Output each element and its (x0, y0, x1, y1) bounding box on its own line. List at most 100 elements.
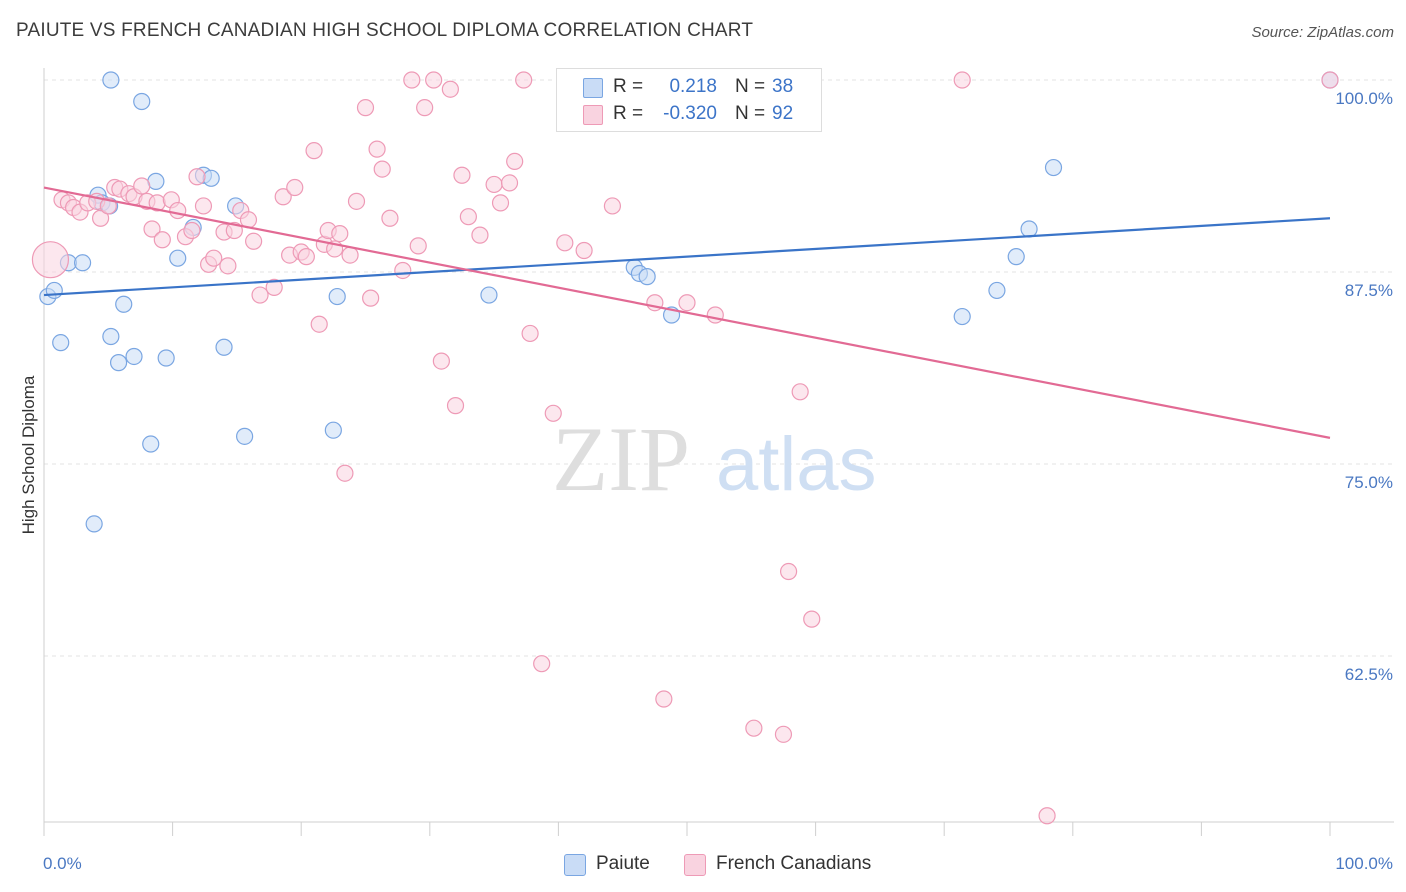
french-canadians-point (706, 306, 724, 324)
trend-lines (43, 186, 1331, 439)
watermark-zip: ZIP (552, 408, 690, 510)
paiute-point (953, 307, 971, 326)
french-canadians-point (91, 209, 110, 227)
paiute-point (236, 427, 254, 445)
french-canadians-point (183, 221, 201, 240)
paiute-point (115, 295, 133, 313)
french-canadians-point (274, 188, 292, 206)
n-label: N = (735, 103, 766, 124)
y-tick-label: 87.5% (1345, 281, 1393, 300)
paiute-point (1044, 158, 1063, 177)
french-canadians-point (310, 315, 328, 333)
french-canadians-point (459, 208, 477, 226)
french-canadians-point (347, 192, 366, 210)
french-canadians-point (471, 226, 489, 244)
french-canadians-point (521, 324, 539, 343)
french-canadians-point (403, 71, 421, 89)
axes (43, 68, 1394, 836)
french-canadians-point (678, 294, 696, 312)
y-tick-label: 75.0% (1345, 473, 1393, 492)
tick-labels: 62.5% 75.0% 87.5% 100.0% 0.0% 100.0% (43, 89, 1393, 873)
paiute-point (109, 354, 128, 372)
french-canadians-point (1038, 807, 1056, 825)
paiute-point (480, 286, 498, 304)
french-canadians-point (745, 719, 763, 737)
french-canadians-point (491, 194, 510, 212)
french-canadians-point (453, 166, 471, 184)
french-canadians-point (432, 352, 450, 370)
french-canadians-point (133, 177, 151, 195)
x-tick-label: 0.0% (43, 854, 82, 873)
french-canadians-point (336, 464, 354, 482)
paiute-point (328, 287, 346, 306)
french-canadians-point (297, 248, 315, 266)
french-canadians-point (245, 232, 263, 250)
paiute-point (202, 169, 220, 187)
french-canadians-point (655, 690, 673, 708)
y-axis-label: High School Diploma (19, 375, 38, 534)
paiute-point (102, 327, 120, 346)
french-canadians-point (791, 383, 809, 401)
y-tick-label: 100.0% (1335, 89, 1393, 108)
french-canadians-trend-line (43, 186, 1331, 439)
paiute-point (147, 172, 165, 190)
r-value: 0.218 (669, 76, 717, 97)
watermark-atlas: atlas (716, 422, 877, 507)
french-canadians-point (194, 197, 213, 215)
legend-label-french: French Canadians (716, 853, 872, 874)
n-value: 92 (772, 103, 794, 124)
paiute-point (85, 515, 103, 533)
chart-title: PAIUTE VS FRENCH CANADIAN HIGH SCHOOL DI… (16, 20, 754, 41)
french-canadians-point (153, 231, 171, 249)
paiute-point (133, 92, 151, 111)
paiute-point (73, 254, 92, 272)
french-canadians-point (362, 289, 380, 307)
legend-swatch-paiute (564, 854, 586, 876)
r-value: -0.320 (663, 103, 717, 124)
french-canadians-point (953, 71, 971, 89)
french-canadians-point (779, 562, 798, 581)
grid-lines (44, 79, 1394, 657)
french-canadians-point (515, 71, 533, 89)
french-canadians-point (188, 168, 206, 186)
french-canadians-point (446, 397, 465, 415)
paiute-point (638, 268, 656, 286)
paiute-point (324, 421, 342, 439)
paiute-swatch (583, 78, 603, 98)
french-canadians-point (500, 174, 519, 192)
paiute-trend-line (43, 217, 1331, 297)
french-canadians-point (575, 241, 593, 260)
r-label: R = (613, 76, 644, 97)
french-canadians-point (99, 197, 117, 215)
french-canadians-point (169, 201, 187, 220)
paiute-point (169, 249, 187, 267)
french-canadians-point (416, 99, 434, 117)
paiute-point (52, 334, 70, 352)
paiute-point (142, 435, 160, 453)
x-tick-label: 100.0% (1335, 854, 1393, 873)
french-canadians-point (31, 241, 70, 279)
french-canadians-point (331, 225, 349, 243)
y-tick-label: 62.5% (1345, 665, 1393, 684)
legend-swatch-french (684, 854, 706, 876)
french-canadians-point (356, 99, 375, 117)
french-canadians-point (409, 237, 427, 255)
french-canadians-point (373, 160, 391, 178)
french-canadians-point (251, 286, 269, 304)
french-canadians-point (305, 142, 323, 160)
r-label: R = (613, 103, 644, 124)
french-canadians-point (394, 261, 412, 280)
french-canadians-point (286, 178, 304, 197)
french-canadians-point (425, 71, 443, 89)
french-canadians-point (381, 209, 399, 227)
french-canadians-point (506, 152, 524, 171)
french-canadians-point (485, 175, 503, 194)
source-label: Source: ZipAtlas.com (1251, 24, 1394, 41)
french-canadians-point (603, 197, 622, 215)
paiute-point (102, 71, 120, 89)
french-canadians-point (544, 404, 562, 422)
paiute-point (988, 281, 1006, 300)
french-canadians-point (219, 257, 237, 275)
french-canadians-point (341, 246, 359, 264)
